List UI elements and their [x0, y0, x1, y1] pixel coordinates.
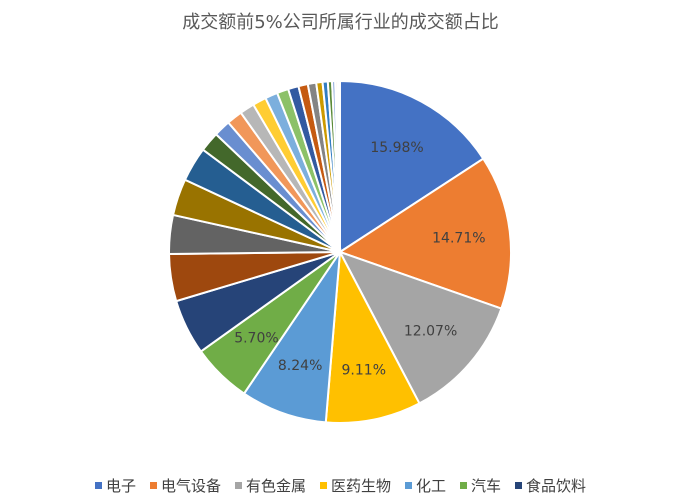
data-label-1: 15.98%: [370, 140, 423, 156]
chart-legend: 电子 电气设备 有色金属 医药生物 化工 汽车 食品饮料: [0, 474, 681, 496]
legend-item: 电气设备: [149, 475, 221, 496]
data-label-5: 8.24%: [278, 358, 322, 374]
legend-swatch: [460, 481, 468, 489]
pie-slice-1: [339, 79, 485, 254]
legend-item: 医药生物: [319, 475, 391, 496]
legend-label: 化工: [416, 476, 447, 495]
legend-label: 汽车: [471, 476, 502, 495]
pie-data-labels: 15.98% 14.71% 12.07% 9.11% 8.24%5.70%: [234, 140, 485, 379]
pie-slice-5: [242, 248, 342, 424]
legend-label: 电子: [105, 476, 136, 495]
legend-swatch: [234, 481, 242, 489]
pie-slice-3: [337, 250, 503, 405]
data-label-2: 14.71%: [432, 231, 485, 247]
legend-item: 汽车: [460, 475, 501, 496]
pie-slice-28: [337, 79, 341, 253]
legend-swatch: [149, 481, 157, 489]
legend-item: 电子: [94, 475, 136, 496]
data-label-4: 9.11%: [342, 362, 386, 378]
legend-label: 电气设备: [160, 476, 221, 495]
legend-swatch: [319, 481, 327, 489]
data-label-6: 5.70%: [234, 331, 278, 347]
data-label-3: 12.07%: [404, 323, 457, 339]
legend-swatch: [94, 481, 102, 489]
legend-label: 医药生物: [330, 476, 391, 495]
chart-title: 成交额前5%公司所属行业的成交额占比: [182, 12, 499, 33]
legend-swatch: [515, 481, 523, 489]
legend-item: 食品饮料: [515, 475, 586, 496]
legend-label: 有色金属: [245, 476, 306, 495]
legend-item: 有色金属: [234, 475, 306, 496]
legend-swatch: [405, 481, 412, 489]
legend-item: 化工: [405, 475, 446, 496]
pie-slice-2: [337, 157, 512, 310]
pie-slice-4: [324, 248, 421, 424]
pie-slices: [167, 79, 512, 424]
legend-label: 食品饮料: [526, 476, 587, 495]
